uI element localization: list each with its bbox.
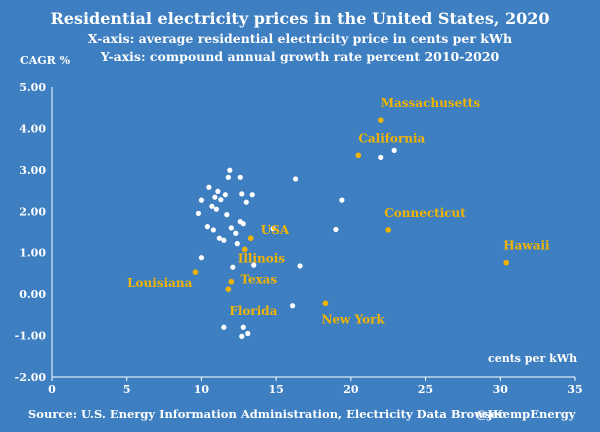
state-point [239, 333, 245, 339]
state-point [224, 212, 230, 218]
x-axis-label: cents per kWh [488, 352, 577, 365]
x-tick-label: 25 [418, 383, 433, 396]
point-labels: Massachusetts California Connecticut Hawaii… [127, 96, 550, 326]
state-point [216, 235, 222, 241]
source-note: Source: U.S. Energy Information Administ… [28, 407, 505, 421]
highlight-point-usa [247, 235, 254, 242]
state-point [213, 206, 219, 212]
state-point [339, 197, 345, 203]
axes [51, 87, 576, 381]
y-tick-label: 3.00 [19, 164, 46, 177]
state-point [391, 147, 397, 153]
x-tick-label: 30 [493, 383, 509, 396]
point-label-hawaii: Hawaii [503, 239, 550, 253]
point-label-california: California [358, 131, 425, 145]
state-point [243, 199, 249, 205]
y-tick-label: 2.00 [19, 205, 46, 218]
highlight-point-connecticut [385, 227, 392, 233]
state-point [206, 184, 212, 190]
y-tick-labels: -2.00 -1.00 0.00 1.00 2.00 3.00 4.00 5.00 [15, 81, 47, 384]
y-tick-label: 0.00 [19, 288, 46, 301]
state-point [245, 330, 251, 337]
point-label-texas: Texas [240, 273, 277, 287]
state-point [228, 225, 234, 231]
state-point [195, 210, 202, 216]
state-point [292, 176, 299, 182]
state-point [378, 154, 384, 161]
state-point [222, 192, 228, 198]
highlight-point-texas [228, 278, 235, 285]
y-tick-label: 4.00 [19, 122, 46, 135]
state-point [221, 324, 227, 330]
state-point [218, 197, 224, 203]
state-point [289, 303, 296, 309]
state-point [204, 224, 211, 230]
state-point [215, 188, 221, 194]
y-tick-label: 1.00 [19, 247, 46, 260]
highlight-point-new-york [322, 300, 329, 307]
state-point [240, 221, 246, 227]
state-point [234, 241, 240, 247]
x-tick-label: 10 [194, 383, 210, 396]
x-tick-label: 20 [343, 383, 359, 396]
highlight-point-florida [225, 286, 232, 292]
highlight-point-massachusetts [377, 117, 384, 123]
highlight-point-california [355, 152, 362, 159]
point-label-massachusetts: Massachusetts [381, 96, 481, 110]
state-point [212, 194, 218, 200]
state-point [198, 197, 205, 203]
state-point [270, 226, 276, 232]
y-tick-label: -1.00 [15, 330, 47, 343]
highlight-point-louisiana [192, 269, 199, 275]
x-tick-label: 35 [567, 383, 582, 396]
x-tick-labels: 0 5 10 15 20 25 30 35 [48, 383, 582, 396]
state-point [251, 262, 257, 268]
x-tick-label: 5 [123, 383, 131, 396]
point-label-connecticut: Connecticut [384, 206, 466, 220]
highlight-point-hawaii [503, 259, 510, 266]
y-tick-label: -2.00 [15, 371, 47, 384]
state-point [227, 167, 233, 173]
y-tick-label: 5.00 [19, 81, 46, 94]
x-tick-label: 0 [48, 383, 56, 396]
state-point [233, 230, 239, 236]
highlight-point-illinois [241, 246, 248, 253]
state-point [210, 227, 216, 233]
point-label-illinois: Illinois [238, 251, 286, 265]
point-label-louisiana: Louisiana [127, 276, 193, 290]
point-label-florida: Florida [229, 304, 277, 318]
point-label-usa: USA [261, 223, 290, 237]
state-point [225, 174, 231, 180]
x-tick-label: 15 [268, 383, 283, 396]
data-points [192, 117, 510, 339]
y-axis-label: CAGR % [20, 54, 71, 67]
state-point [221, 237, 227, 243]
state-point [333, 226, 339, 233]
chart-title: Residential electricity prices in the Un… [50, 9, 549, 28]
point-label-new-york: New York [321, 312, 385, 326]
author-credit: @JKempEnergy [476, 407, 576, 421]
state-point [297, 263, 303, 269]
state-point [239, 191, 245, 197]
state-point [240, 324, 246, 330]
state-point [230, 264, 236, 270]
chart-subtitle-line-2: Y-axis: compound annual growth rate perc… [100, 49, 500, 64]
state-point [249, 192, 255, 198]
state-point [237, 174, 243, 180]
state-point [198, 255, 205, 261]
chart-subtitle-line-1: X-axis: average residential electricity … [88, 31, 512, 46]
state-point [209, 203, 215, 209]
